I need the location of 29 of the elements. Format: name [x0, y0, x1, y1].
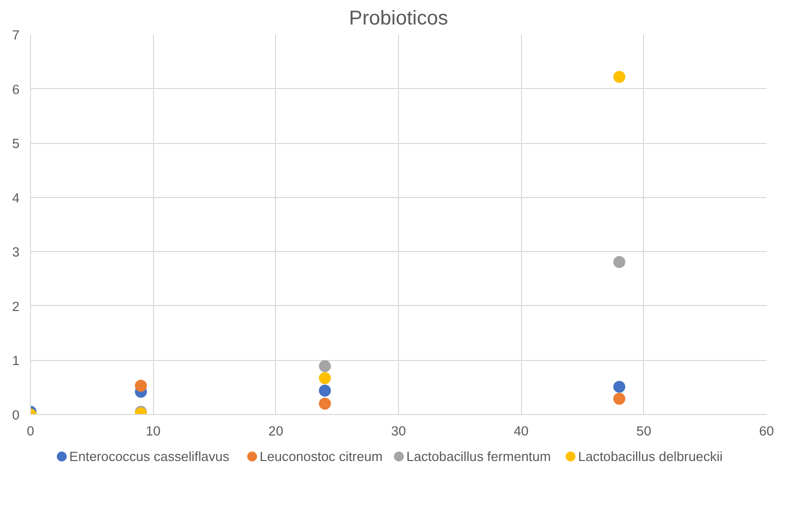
x-tick-label: 50 [636, 424, 652, 438]
point [318, 398, 331, 410]
y-tick-label: 3 [12, 244, 20, 260]
y-tick-label: 5 [12, 136, 20, 152]
point [134, 380, 147, 392]
legend-label: Lactobacillus delbrueckii [578, 449, 723, 464]
x-tick-label: 20 [268, 424, 284, 438]
point [318, 372, 331, 384]
point [318, 360, 331, 372]
point [613, 70, 626, 83]
y-tick-label: 7 [12, 28, 20, 42]
x-tick-label: 10 [146, 424, 161, 438]
point [318, 384, 331, 397]
y-tick-label: 6 [12, 82, 20, 97]
x-tick-label: 40 [514, 424, 529, 438]
x-tick-label: 0 [26, 424, 34, 438]
y-tick-label: 4 [12, 190, 20, 206]
point [613, 256, 626, 268]
chart-title: Probioticos [349, 8, 448, 30]
legend-label: Enterococcus casseliflavus [69, 449, 230, 464]
x-tick-label: 60 [759, 424, 774, 438]
legend-label: Leuconostoc citreum [260, 449, 383, 464]
y-tick-label: 1 [12, 353, 20, 368]
y-tick-label: 0 [12, 408, 20, 422]
legend-label: Lactobacillus fermentum [406, 449, 551, 464]
point [613, 380, 626, 393]
y-tick-label: 2 [12, 298, 20, 314]
point [613, 392, 626, 405]
x-tick-label: 30 [391, 424, 406, 438]
